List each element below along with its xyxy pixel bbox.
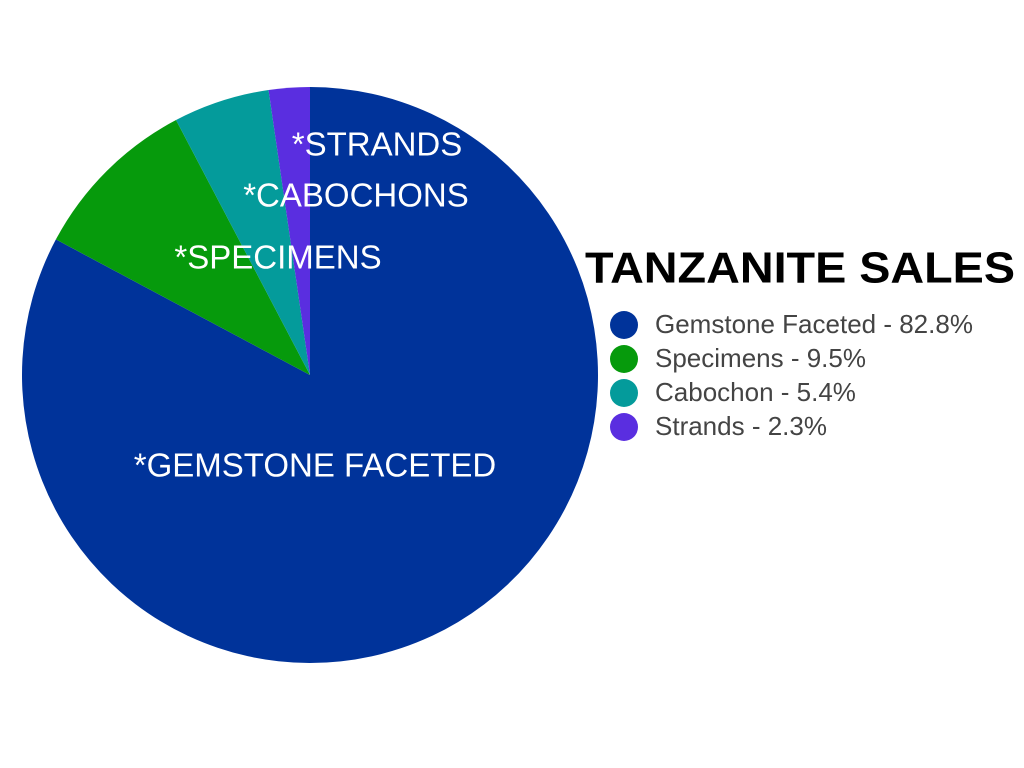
legend-text: Cabochon - 5.4%: [655, 377, 856, 407]
slice-label: *GEMSTONE FACETED: [134, 447, 496, 484]
chart-title: TANZANITE SALES: [585, 244, 1015, 293]
legend-marker: [610, 311, 638, 339]
legend-marker: [610, 345, 638, 373]
slice-labels: *GEMSTONE FACETED *SPECIMENS *CABOCHONS *ST…: [134, 126, 496, 484]
legend: Gemstone Faceted - 82.8% Specimens - 9.5%…: [610, 309, 973, 441]
pie-slice: [55, 120, 310, 376]
pie-slice: [268, 87, 310, 375]
legend-text: Gemstone Faceted - 82.8%: [655, 309, 973, 339]
slice-label: *CABOCHONS: [243, 177, 469, 214]
legend-marker: [610, 413, 638, 441]
pie-slice: [176, 90, 310, 375]
slice-label: *SPECIMENS: [174, 239, 381, 276]
pie: [21, 87, 598, 663]
pie-slice: [21, 87, 598, 663]
slice-label: *STRANDS: [292, 126, 463, 163]
legend-marker: [610, 379, 638, 407]
legend-text: Strands - 2.3%: [655, 411, 827, 441]
legend-text: Specimens - 9.5%: [655, 343, 866, 373]
